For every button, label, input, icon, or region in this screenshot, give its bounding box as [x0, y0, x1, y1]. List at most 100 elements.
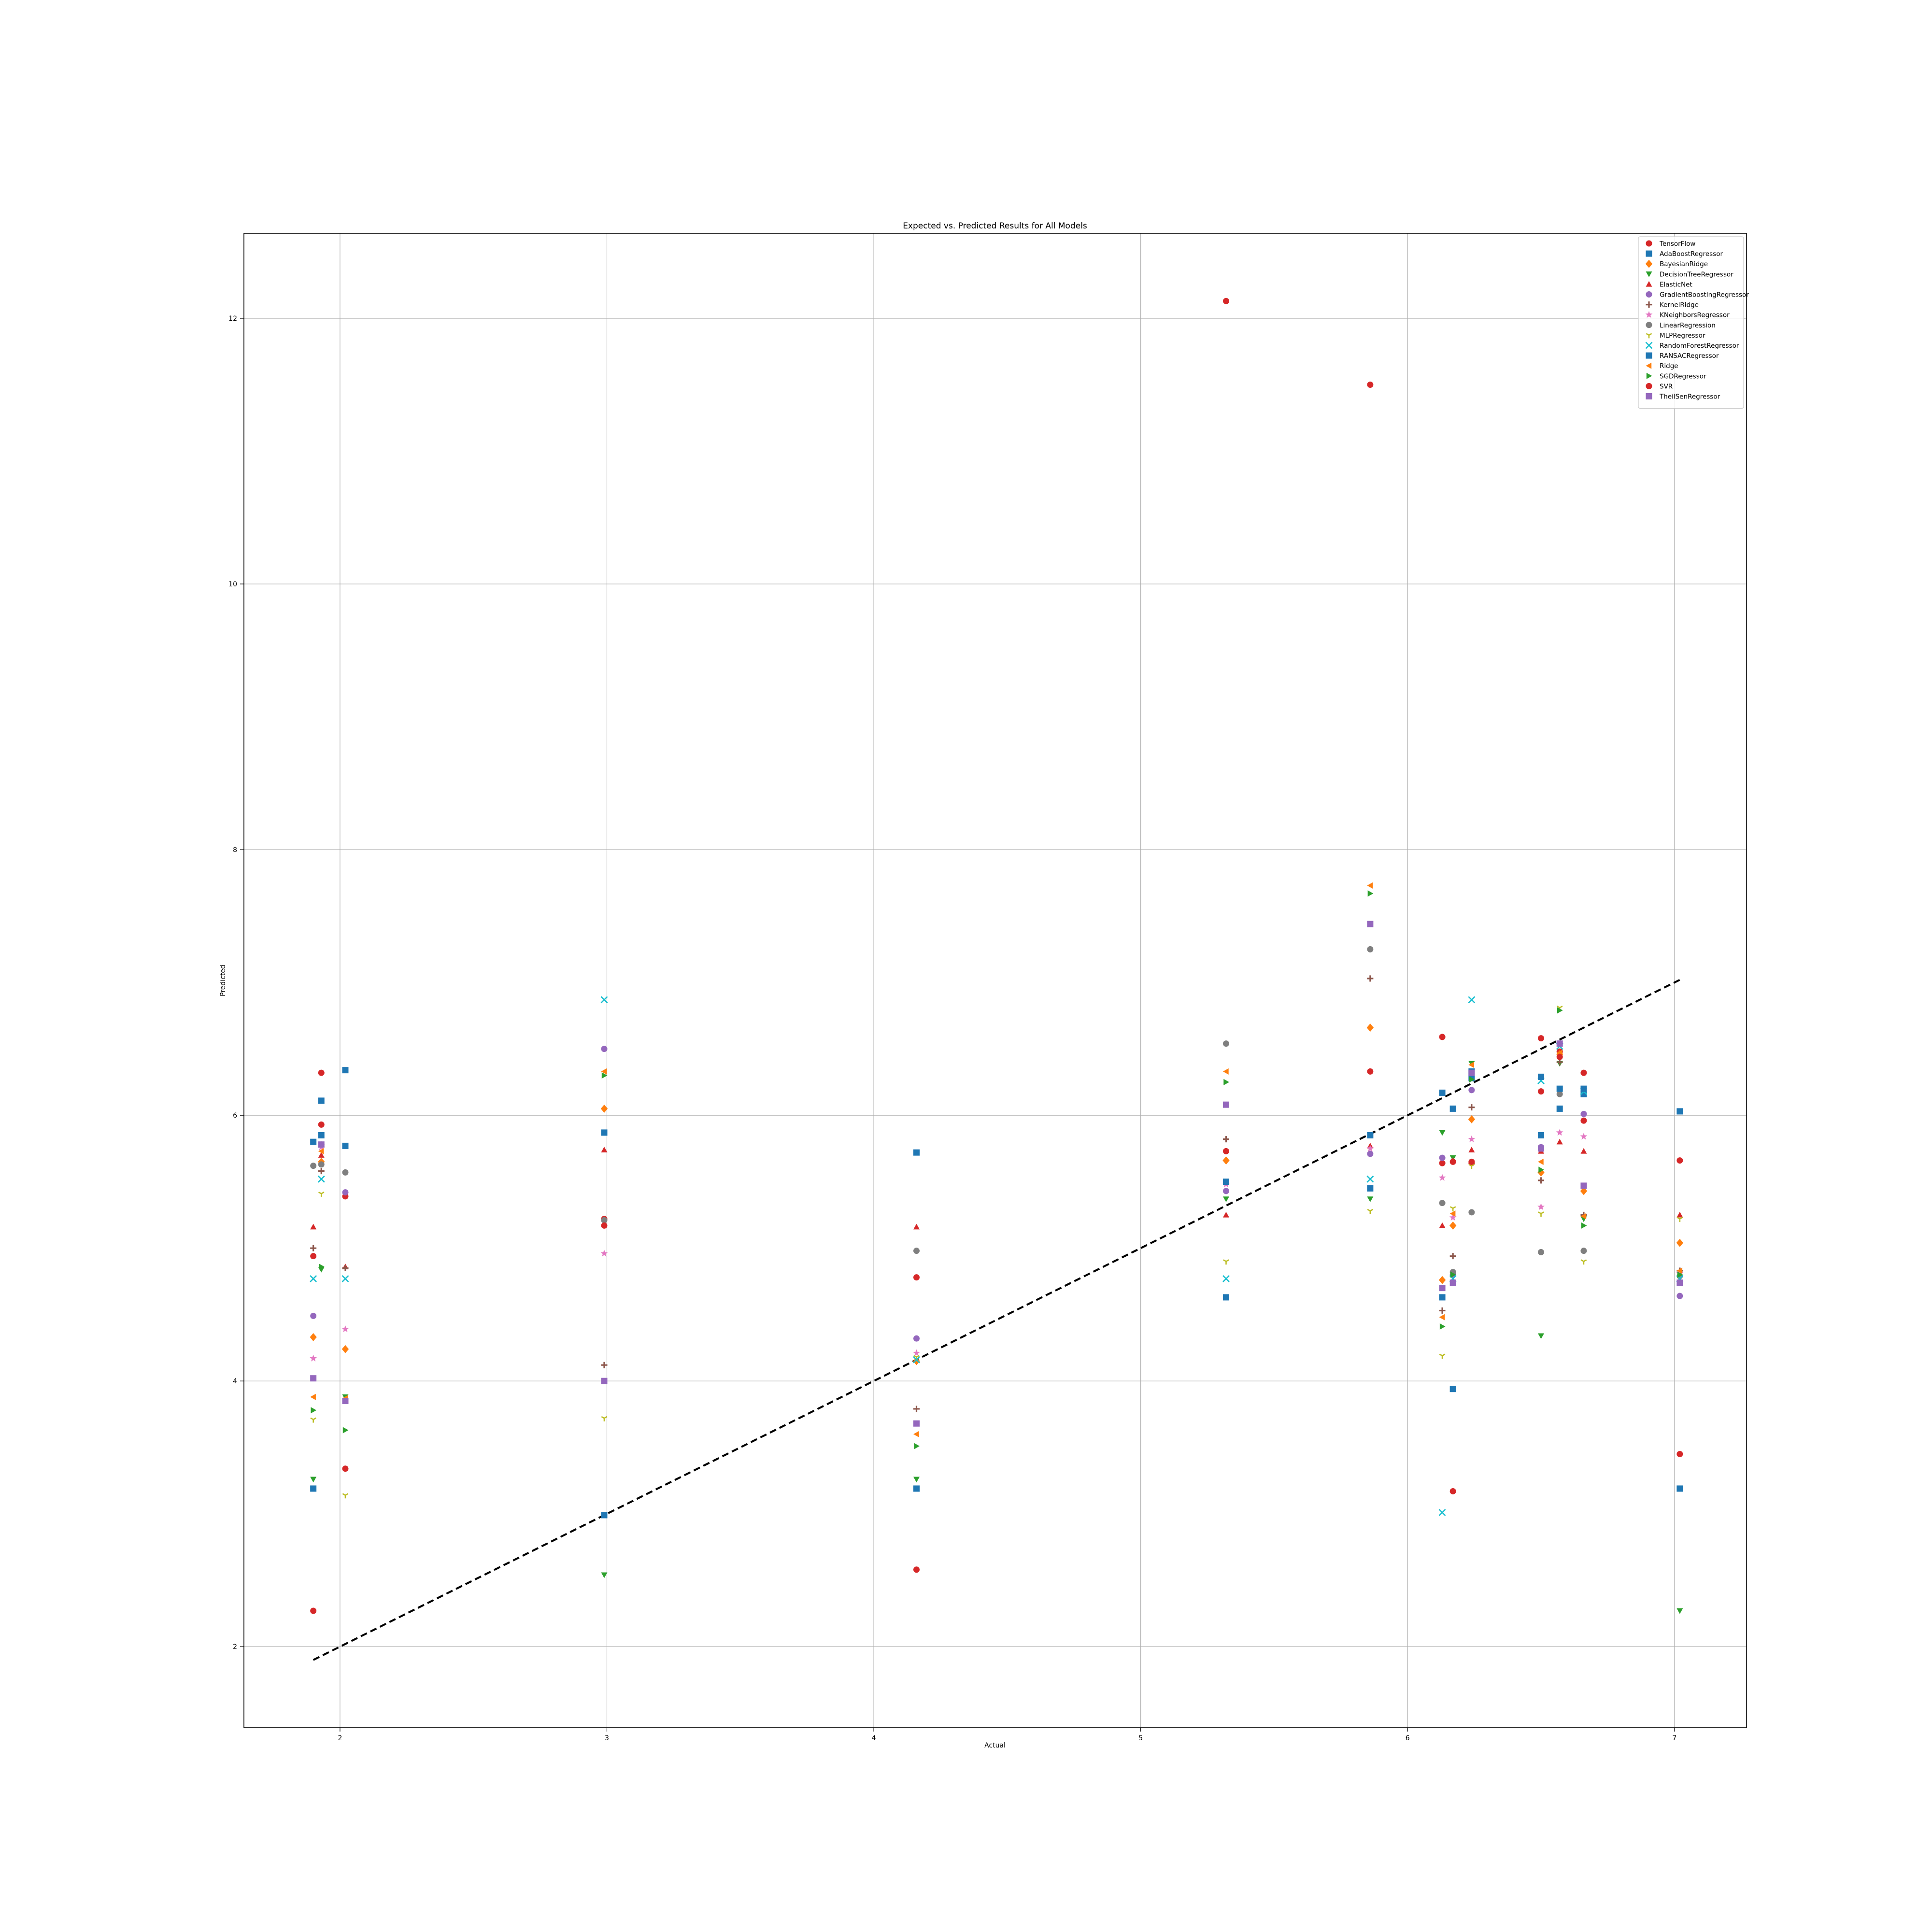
legend-marker-kernelridge: [1646, 301, 1652, 308]
point-adaboostregressor: [1556, 1105, 1563, 1112]
point-adaboostregressor: [601, 1129, 608, 1136]
point-ridge: [1367, 882, 1373, 889]
point-ransacregressor: [913, 1485, 920, 1492]
point-svr: [1676, 1450, 1683, 1457]
point-svr: [1367, 382, 1374, 388]
point-sgdregressor: [1367, 890, 1374, 897]
y-tick-label: 8: [233, 846, 237, 854]
point-svr: [310, 1607, 317, 1614]
point-mlpregressor: [1580, 1259, 1587, 1265]
point-sgdregressor: [1581, 1222, 1587, 1229]
grid: [244, 233, 1747, 1728]
point-linearregression: [310, 1163, 317, 1169]
point-adaboostregressor: [310, 1138, 317, 1145]
point-linearregression: [1439, 1200, 1446, 1207]
point-mlpregressor: [310, 1417, 316, 1423]
legend-marker-decisiontreeregressor: [1646, 271, 1652, 277]
legend-marker-theilsenregressor: [1646, 393, 1652, 399]
chart-title: Expected vs. Predicted Results for All M…: [903, 221, 1087, 231]
point-elasticnet: [1556, 1138, 1563, 1145]
legend-label: RandomForestRegressor: [1660, 342, 1739, 350]
point-kneighborsregressor: [310, 1354, 317, 1362]
point-bayesianridge: [1449, 1221, 1457, 1230]
legend-marker-kneighborsregressor: [1645, 311, 1653, 318]
point-randomforestregressor: [1366, 1175, 1374, 1183]
point-theilsenregressor: [601, 1378, 608, 1384]
point-ransacregressor: [342, 1142, 349, 1149]
point-mlpregressor: [1468, 1164, 1475, 1169]
point-kernelridge: [601, 1362, 608, 1368]
plot-area: [244, 233, 1747, 1728]
point-ridge: [1222, 1068, 1229, 1075]
point-theilsenregressor: [342, 1397, 349, 1404]
y-tick-label: 10: [228, 581, 237, 588]
point-svr: [1468, 1158, 1475, 1165]
y-tick-label: 12: [228, 315, 237, 323]
point-bayesianridge: [1676, 1238, 1684, 1247]
y-tick-label: 6: [233, 1112, 237, 1120]
point-mlpregressor: [318, 1192, 325, 1197]
point-ridge: [1468, 1062, 1475, 1068]
y-axis-ticks: 2 4 6 8 10 12: [228, 315, 244, 1651]
point-theilsenregressor: [1580, 1182, 1587, 1189]
point-ridge: [913, 1431, 919, 1437]
point-sgdregressor: [1677, 1271, 1683, 1278]
point-adaboostregressor: [342, 1067, 349, 1074]
point-randomforestregressor: [913, 1356, 920, 1364]
point-linearregression: [1556, 1091, 1563, 1097]
point-ransacregressor: [1222, 1179, 1229, 1185]
point-decisiontreeregressor: [1439, 1130, 1446, 1136]
point-ridge: [1449, 1210, 1456, 1217]
point-ridge: [1538, 1158, 1544, 1165]
point-randomforestregressor: [1222, 1275, 1230, 1282]
point-theilsenregressor: [1222, 1101, 1229, 1108]
point-sgdregressor: [311, 1407, 317, 1414]
point-kernelridge: [1439, 1307, 1446, 1314]
legend-marker-ransacregressor: [1646, 352, 1652, 359]
x-tick-label: 6: [1406, 1734, 1410, 1742]
point-tensorflow: [1367, 1068, 1374, 1075]
point-kernelridge: [913, 1406, 920, 1412]
point-ridge: [310, 1393, 316, 1400]
point-kneighborsregressor: [1468, 1135, 1476, 1142]
point-theilsenregressor: [1367, 921, 1374, 927]
legend: TensorFlow AdaBoostRegressor BayesianRidge…: [1638, 236, 1749, 409]
legend-marker-mlpregressor: [1646, 333, 1652, 339]
point-ransacregressor: [1367, 1185, 1374, 1192]
point-linearregression: [1538, 1249, 1545, 1255]
point-gradientboostingregressor: [1222, 1188, 1229, 1194]
point-ridge: [1580, 1213, 1587, 1220]
point-ridge: [1676, 1267, 1683, 1274]
point-decisiontreeregressor: [1676, 1608, 1683, 1614]
legend-label: Ridge: [1660, 362, 1678, 370]
point-svr: [1556, 1053, 1563, 1060]
point-kneighborsregressor: [1438, 1174, 1446, 1181]
point-kernelridge: [1449, 1253, 1456, 1260]
point-tensorflow: [1538, 1035, 1545, 1042]
plot-frame: [243, 233, 1747, 1728]
point-svr: [1449, 1488, 1456, 1494]
point-kernelridge: [1222, 1136, 1229, 1143]
x-tick-label: 2: [338, 1734, 342, 1742]
point-tensorflow: [1439, 1160, 1446, 1166]
x-axis-label: Actual: [984, 1742, 1006, 1749]
point-svr: [601, 1222, 608, 1229]
point-linearregression: [342, 1169, 349, 1176]
y-tick-label: 4: [233, 1378, 237, 1385]
point-adaboostregressor: [1222, 1294, 1229, 1301]
point-gradientboostingregressor: [913, 1335, 920, 1342]
point-theilsenregressor: [1676, 1279, 1683, 1286]
point-gradientboostingregressor: [1439, 1154, 1446, 1161]
point-linearregression: [1468, 1209, 1475, 1216]
point-theilsenregressor: [1556, 1040, 1563, 1047]
point-sgdregressor: [1557, 1007, 1563, 1014]
legend-label: GradientBoostingRegressor: [1660, 291, 1749, 299]
point-ransacregressor: [318, 1132, 325, 1138]
legend-label: RANSACRegressor: [1660, 352, 1719, 360]
point-sgdregressor: [1538, 1166, 1545, 1173]
data-points: [310, 298, 1684, 1614]
point-ransacregressor: [1676, 1485, 1683, 1492]
x-axis-ticks: 2 3 4 5 6 7: [338, 1728, 1676, 1742]
point-randomforestregressor: [317, 1175, 325, 1183]
